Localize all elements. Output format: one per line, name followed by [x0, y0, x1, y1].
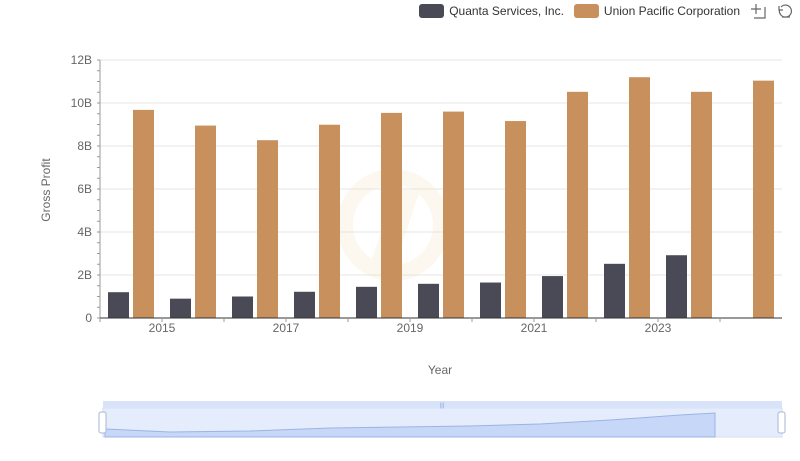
- legend-swatch-union-pacific: [573, 4, 599, 18]
- x-tick-label: 2019: [397, 321, 424, 335]
- bar-union-pacific-2020[interactable]: [505, 121, 526, 318]
- x-tick-label: 2015: [149, 321, 176, 335]
- axes-group: 0 2B 4B 6B 8B 10B 12B 2015 2017 2019 2021 2023: [71, 53, 782, 335]
- y-tick-label: 0: [85, 311, 92, 325]
- y-tick-label: 2B: [77, 268, 92, 282]
- zoom-handle-right[interactable]: [777, 411, 786, 434]
- bar-union-pacific-2019[interactable]: [443, 111, 464, 318]
- y-tick-label: 4B: [77, 225, 92, 239]
- x-tick-label: 2017: [273, 321, 300, 335]
- x-tick-label: 2023: [645, 321, 672, 335]
- y-tick-label: 10B: [71, 96, 92, 110]
- bar-union-pacific-2023[interactable]: [691, 91, 712, 318]
- bars-group: [108, 77, 774, 318]
- bar-quanta-2015[interactable]: [170, 298, 191, 318]
- bar-union-pacific-2017[interactable]: [319, 124, 340, 318]
- zoom-handle-left[interactable]: [98, 411, 107, 434]
- legend-item-quanta[interactable]: Quanta Services, Inc.: [419, 4, 564, 18]
- bar-quanta-2017[interactable]: [294, 291, 315, 318]
- bar-union-pacific-2015[interactable]: [195, 125, 216, 318]
- zoom-grip-icon: |||: [440, 403, 445, 409]
- bar-union-pacific-2018[interactable]: [381, 112, 402, 318]
- legend-label-union-pacific: Union Pacific Corporation: [603, 4, 740, 18]
- x-axis-label: Year: [428, 363, 452, 377]
- bar-quanta-2020[interactable]: [480, 282, 501, 318]
- zoom-top-bar[interactable]: [103, 401, 782, 408]
- bar-quanta-2021[interactable]: [542, 276, 563, 318]
- y-tick-label: 12B: [71, 53, 92, 67]
- y-tick-label: 8B: [77, 139, 92, 153]
- legend: Quanta Services, Inc. Union Pacific Corp…: [419, 3, 792, 19]
- bar-quanta-2019[interactable]: [418, 283, 439, 318]
- zoom-icon[interactable]: [750, 3, 766, 19]
- bar-quanta-2018[interactable]: [356, 286, 377, 318]
- restore-icon[interactable]: [776, 3, 792, 19]
- bar-union-pacific-2014[interactable]: [133, 109, 154, 318]
- bar-quanta-2022[interactable]: [604, 263, 625, 318]
- bar-union-pacific-2021[interactable]: [567, 91, 588, 318]
- y-tick-label: 6B: [77, 182, 92, 196]
- legend-label-quanta: Quanta Services, Inc.: [449, 4, 564, 18]
- bar-quanta-2016[interactable]: [232, 296, 253, 319]
- y-axis-label: Gross Profit: [39, 158, 53, 222]
- bar-union-pacific-2022[interactable]: [629, 77, 650, 318]
- legend-item-union-pacific[interactable]: Union Pacific Corporation: [573, 4, 740, 18]
- bar-union-pacific-2016[interactable]: [257, 140, 278, 318]
- data-zoom-slider[interactable]: |||: [98, 401, 786, 438]
- bar-union-pacific-2024[interactable]: [753, 80, 774, 318]
- bar-quanta-2014[interactable]: [108, 292, 129, 318]
- x-tick-label: 2021: [521, 321, 548, 335]
- legend-swatch-quanta: [419, 4, 445, 18]
- bar-quanta-2023[interactable]: [666, 255, 687, 318]
